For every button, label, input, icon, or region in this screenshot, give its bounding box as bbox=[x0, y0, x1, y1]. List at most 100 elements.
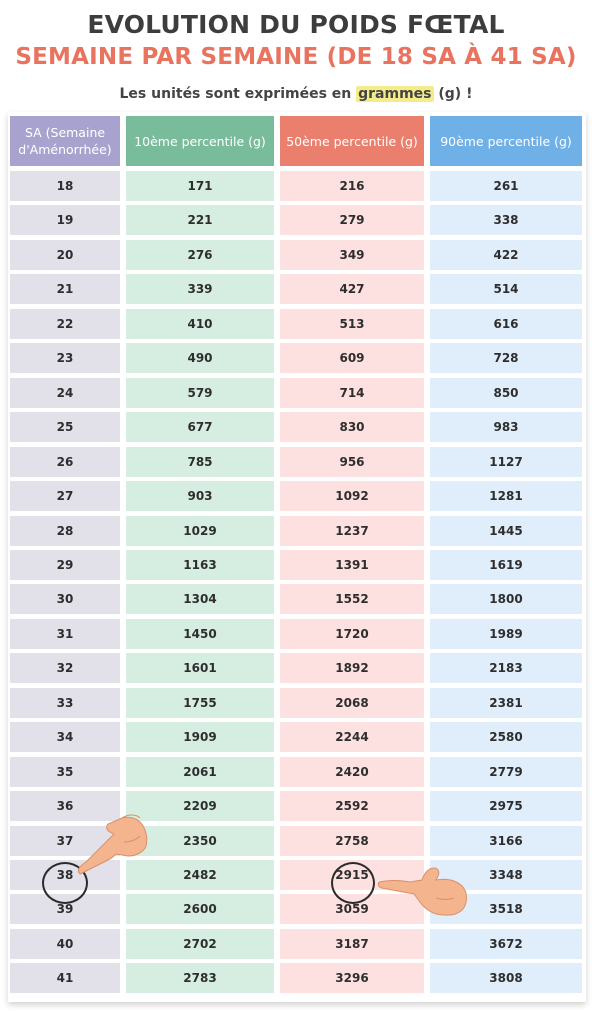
cell-sa: 36 bbox=[10, 791, 120, 821]
cell-p90: 3166 bbox=[430, 826, 582, 856]
cell-p10: 490 bbox=[126, 343, 274, 373]
cell-p90: 1127 bbox=[430, 447, 582, 477]
cell-p90: 1800 bbox=[430, 584, 582, 614]
cell-p90: 2381 bbox=[430, 688, 582, 718]
cell-sa: 40 bbox=[10, 929, 120, 959]
cell-sa: 32 bbox=[10, 653, 120, 683]
cell-p10: 1755 bbox=[126, 688, 274, 718]
units-highlight: grammes bbox=[356, 86, 434, 102]
cell-sa: 19 bbox=[10, 205, 120, 235]
cell-p50: 1720 bbox=[280, 619, 424, 649]
pointing-hand-icon bbox=[77, 814, 148, 875]
cell-p50: 1552 bbox=[280, 584, 424, 614]
cell-p90: 850 bbox=[430, 378, 582, 408]
cell-p90: 3672 bbox=[430, 929, 582, 959]
cell-sa: 27 bbox=[10, 481, 120, 511]
cell-p10: 410 bbox=[126, 309, 274, 339]
page-subtitle-title: SEMAINE PAR SEMAINE (DE 18 SA À 41 SA) bbox=[15, 44, 577, 70]
cell-p10: 2702 bbox=[126, 929, 274, 959]
cell-sa: 35 bbox=[10, 757, 120, 787]
cell-p90: 1445 bbox=[430, 516, 582, 546]
cell-p10: 2783 bbox=[126, 963, 274, 993]
cell-p50: 1892 bbox=[280, 653, 424, 683]
cell-p50: 349 bbox=[280, 240, 424, 270]
header-p50: 50ème percentile (g) bbox=[280, 116, 424, 166]
cell-p50: 1391 bbox=[280, 550, 424, 580]
cell-p50: 2244 bbox=[280, 722, 424, 752]
cell-p50: 3296 bbox=[280, 963, 424, 993]
cell-p10: 171 bbox=[126, 171, 274, 201]
cell-sa: 30 bbox=[10, 584, 120, 614]
cell-sa: 22 bbox=[10, 309, 120, 339]
cell-sa: 34 bbox=[10, 722, 120, 752]
cell-p10: 2061 bbox=[126, 757, 274, 787]
cell-p10: 677 bbox=[126, 412, 274, 442]
cell-p10: 339 bbox=[126, 274, 274, 304]
cell-p50: 830 bbox=[280, 412, 424, 442]
cell-p50: 3059 bbox=[280, 894, 424, 924]
cell-p90: 514 bbox=[430, 274, 582, 304]
cell-sa: 41 bbox=[10, 963, 120, 993]
header-sa: SA (Semaine d'Aménorrhée) bbox=[10, 116, 120, 166]
cell-p50: 1237 bbox=[280, 516, 424, 546]
cell-p50: 2592 bbox=[280, 791, 424, 821]
cell-p90: 983 bbox=[430, 412, 582, 442]
cell-p10: 1304 bbox=[126, 584, 274, 614]
cell-p10: 2600 bbox=[126, 894, 274, 924]
cell-sa: 33 bbox=[10, 688, 120, 718]
cell-sa: 38 bbox=[10, 860, 120, 890]
cell-p90: 1989 bbox=[430, 619, 582, 649]
cell-p10: 903 bbox=[126, 481, 274, 511]
units-note: Les unités sont exprimées en grammes (g)… bbox=[0, 86, 592, 102]
cell-p50: 513 bbox=[280, 309, 424, 339]
cell-p10: 2482 bbox=[126, 860, 274, 890]
cell-p50: 216 bbox=[280, 171, 424, 201]
cell-p50: 1092 bbox=[280, 481, 424, 511]
header-p90: 90ème percentile (g) bbox=[430, 116, 582, 166]
cell-p10: 1029 bbox=[126, 516, 274, 546]
cell-sa: 23 bbox=[10, 343, 120, 373]
cell-sa: 21 bbox=[10, 274, 120, 304]
cell-p10: 579 bbox=[126, 378, 274, 408]
cell-p10: 2350 bbox=[126, 826, 274, 856]
cell-p10: 2209 bbox=[126, 791, 274, 821]
cell-sa: 28 bbox=[10, 516, 120, 546]
cell-sa: 20 bbox=[10, 240, 120, 270]
cell-p90: 1619 bbox=[430, 550, 582, 580]
cell-p50: 714 bbox=[280, 378, 424, 408]
cell-p50: 279 bbox=[280, 205, 424, 235]
cell-p90: 3808 bbox=[430, 963, 582, 993]
cell-p90: 2580 bbox=[430, 722, 582, 752]
cell-sa: 31 bbox=[10, 619, 120, 649]
cell-p50: 609 bbox=[280, 343, 424, 373]
page-title: EVOLUTION DU POIDS FŒTAL bbox=[87, 10, 505, 39]
cell-p50: 3187 bbox=[280, 929, 424, 959]
cell-p50: 2068 bbox=[280, 688, 424, 718]
cell-p50: 956 bbox=[280, 447, 424, 477]
cell-p50: 2420 bbox=[280, 757, 424, 787]
cell-p10: 1909 bbox=[126, 722, 274, 752]
cell-sa: 25 bbox=[10, 412, 120, 442]
cell-p10: 1163 bbox=[126, 550, 274, 580]
units-note-after: (g) ! bbox=[433, 86, 473, 102]
cell-sa: 18 bbox=[10, 171, 120, 201]
cell-sa: 24 bbox=[10, 378, 120, 408]
cell-p10: 1601 bbox=[126, 653, 274, 683]
cell-p90: 2975 bbox=[430, 791, 582, 821]
cell-p90: 261 bbox=[430, 171, 582, 201]
cell-p90: 728 bbox=[430, 343, 582, 373]
cell-p90: 338 bbox=[430, 205, 582, 235]
cell-p90: 422 bbox=[430, 240, 582, 270]
cell-p10: 221 bbox=[126, 205, 274, 235]
header-p10: 10ème percentile (g) bbox=[126, 116, 274, 166]
cell-sa: 29 bbox=[10, 550, 120, 580]
units-note-before: Les unités sont exprimées en bbox=[119, 86, 357, 102]
cell-p10: 785 bbox=[126, 447, 274, 477]
cell-p90: 1281 bbox=[430, 481, 582, 511]
pointing-hand-icon bbox=[377, 867, 467, 916]
cell-p50: 2758 bbox=[280, 826, 424, 856]
cell-p10: 1450 bbox=[126, 619, 274, 649]
cell-sa: 26 bbox=[10, 447, 120, 477]
cell-sa: 39 bbox=[10, 894, 120, 924]
cell-p10: 276 bbox=[126, 240, 274, 270]
